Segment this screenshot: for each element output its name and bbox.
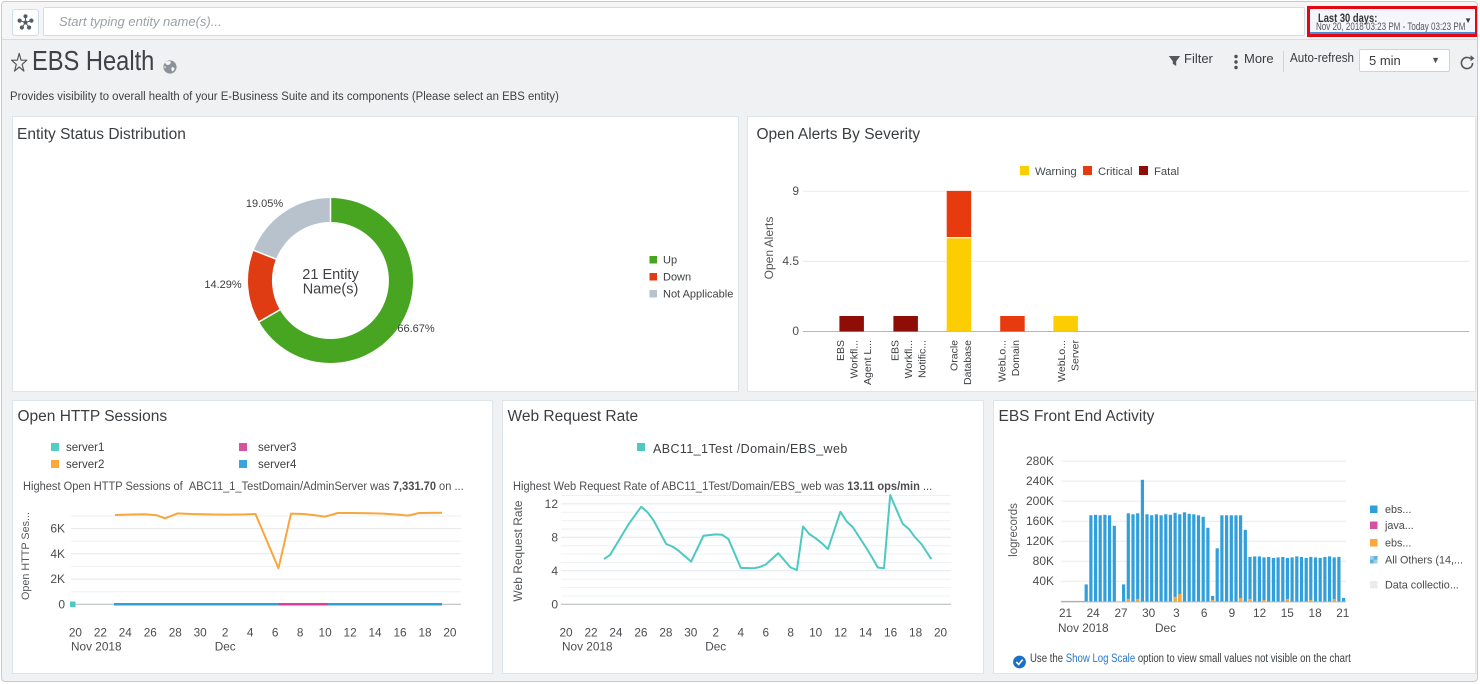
svg-text:WebLo...: WebLo... <box>997 340 1009 382</box>
svg-text:16: 16 <box>393 626 407 640</box>
svg-text:20: 20 <box>69 626 83 640</box>
svg-text:Open Alerts: Open Alerts <box>762 217 776 280</box>
svg-text:ebs...: ebs... <box>1385 504 1411 516</box>
svg-text:18: 18 <box>909 626 923 640</box>
svg-text:2: 2 <box>222 626 229 640</box>
svg-text:27: 27 <box>1114 606 1127 620</box>
svg-text:20: 20 <box>443 626 457 640</box>
svg-text:16: 16 <box>884 626 898 640</box>
svg-text:4: 4 <box>738 626 745 640</box>
svg-text:14.29%: 14.29% <box>204 279 242 291</box>
svg-text:15: 15 <box>1281 606 1295 620</box>
svg-text:21: 21 <box>1336 606 1349 620</box>
svg-text:0: 0 <box>58 597 65 611</box>
svg-text:3: 3 <box>1173 606 1180 620</box>
svg-text:Down: Down <box>663 272 691 284</box>
svg-text:19.05%: 19.05% <box>246 198 284 210</box>
svg-text:Data collectio...: Data collectio... <box>1385 580 1459 592</box>
svg-text:Dec: Dec <box>1155 621 1176 635</box>
svg-text:28: 28 <box>169 626 183 640</box>
svg-text:66.67%: 66.67% <box>397 323 435 335</box>
svg-text:30: 30 <box>194 626 208 640</box>
svg-text:Notific...: Notific... <box>917 340 929 378</box>
svg-text:Oracle: Oracle <box>948 340 960 371</box>
svg-text:Database: Database <box>962 340 974 385</box>
svg-text:9: 9 <box>792 184 799 198</box>
svg-text:6: 6 <box>763 626 770 640</box>
svg-text:120K: 120K <box>1026 534 1054 548</box>
svg-text:280K: 280K <box>1026 454 1054 468</box>
svg-text:Not Applicable: Not Applicable <box>663 289 733 301</box>
svg-text:8: 8 <box>787 626 794 640</box>
svg-text:0: 0 <box>551 597 558 611</box>
svg-text:6: 6 <box>272 626 279 640</box>
svg-text:4.5: 4.5 <box>782 254 799 268</box>
svg-text:18: 18 <box>418 626 432 640</box>
svg-text:Dec: Dec <box>215 640 236 654</box>
svg-text:24: 24 <box>609 626 623 640</box>
svg-text:0: 0 <box>792 324 799 338</box>
svg-text:18: 18 <box>1309 606 1323 620</box>
svg-text:Dec: Dec <box>705 640 726 654</box>
svg-text:12: 12 <box>1253 606 1266 620</box>
svg-text:Nov 2018: Nov 2018 <box>1058 621 1109 635</box>
svg-text:12: 12 <box>834 626 847 640</box>
svg-text:12: 12 <box>344 626 357 640</box>
svg-text:Up: Up <box>663 255 677 267</box>
svg-text:Warning: Warning <box>1035 166 1077 178</box>
svg-text:20: 20 <box>934 626 948 640</box>
svg-text:4K: 4K <box>50 547 65 561</box>
svg-text:Critical: Critical <box>1098 166 1133 178</box>
svg-text:Open HTTP Ses...: Open HTTP Ses... <box>20 512 32 600</box>
svg-text:java...: java... <box>1384 520 1414 532</box>
svg-text:30: 30 <box>1142 606 1156 620</box>
svg-text:Workfl...: Workfl... <box>849 340 861 378</box>
svg-text:2K: 2K <box>50 572 65 586</box>
svg-text:160K: 160K <box>1026 514 1054 528</box>
svg-text:EBS: EBS <box>890 340 902 361</box>
svg-text:21 Entity: 21 Entity <box>302 267 359 283</box>
svg-text:EBS: EBS <box>835 340 847 361</box>
svg-text:2: 2 <box>713 626 720 640</box>
svg-text:6: 6 <box>1201 606 1208 620</box>
svg-text:24: 24 <box>1087 606 1101 620</box>
svg-text:All Others (14,...: All Others (14,... <box>1385 555 1463 567</box>
svg-text:Name(s): Name(s) <box>303 282 359 298</box>
svg-text:Workfl...: Workfl... <box>903 340 915 378</box>
svg-text:WebLo...: WebLo... <box>1056 340 1068 382</box>
svg-text:26: 26 <box>144 626 158 640</box>
svg-text:Nov 2018: Nov 2018 <box>562 640 613 654</box>
svg-text:Nov 2018: Nov 2018 <box>71 640 122 654</box>
svg-text:22: 22 <box>94 626 107 640</box>
svg-text:Domain: Domain <box>1010 340 1022 376</box>
svg-text:logrecords: logrecords <box>1008 503 1020 557</box>
svg-text:4: 4 <box>551 564 558 578</box>
svg-text:8: 8 <box>551 530 558 544</box>
svg-text:4: 4 <box>247 626 254 640</box>
svg-text:80K: 80K <box>1033 554 1054 568</box>
svg-text:12: 12 <box>545 497 559 511</box>
svg-text:10: 10 <box>809 626 823 640</box>
svg-text:30: 30 <box>684 626 698 640</box>
svg-text:14: 14 <box>859 626 873 640</box>
svg-text:6K: 6K <box>50 522 65 536</box>
svg-text:10: 10 <box>319 626 333 640</box>
svg-text:40K: 40K <box>1033 574 1054 588</box>
svg-text:24: 24 <box>119 626 133 640</box>
svg-text:Fatal: Fatal <box>1154 166 1179 178</box>
svg-text:ebs...: ebs... <box>1385 538 1411 550</box>
svg-text:240K: 240K <box>1026 474 1054 488</box>
svg-text:21: 21 <box>1059 606 1072 620</box>
svg-text:Agent L...: Agent L... <box>862 340 874 385</box>
svg-text:9: 9 <box>1229 606 1236 620</box>
svg-text:20: 20 <box>559 626 573 640</box>
svg-text:14: 14 <box>368 626 382 640</box>
svg-text:8: 8 <box>297 626 304 640</box>
svg-text:200K: 200K <box>1026 494 1054 508</box>
svg-text:Web Request Rate: Web Request Rate <box>511 500 525 601</box>
svg-text:22: 22 <box>584 626 597 640</box>
svg-text:28: 28 <box>659 626 673 640</box>
svg-text:26: 26 <box>634 626 648 640</box>
svg-text:Server: Server <box>1070 340 1082 371</box>
